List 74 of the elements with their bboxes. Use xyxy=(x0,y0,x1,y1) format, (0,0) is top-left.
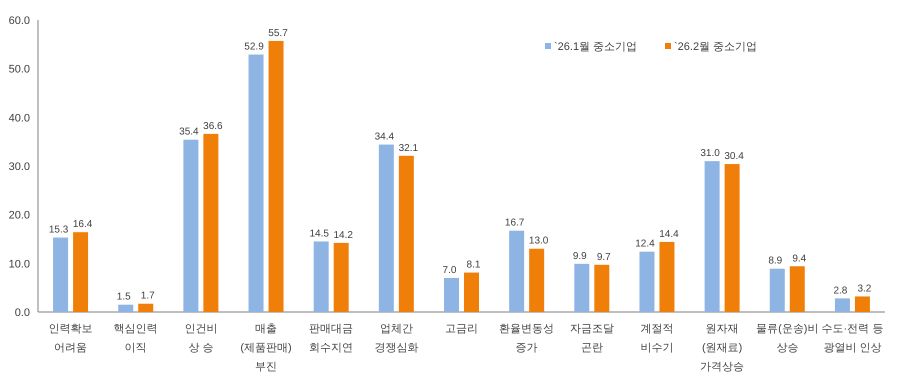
bar xyxy=(509,230,524,312)
bar xyxy=(118,304,134,312)
data-label: 14.5 xyxy=(309,228,330,240)
bar xyxy=(594,264,610,312)
y-tick-label: 10.0 xyxy=(8,258,30,270)
x-tick-label: 고금리 xyxy=(445,323,478,335)
data-label: 3.2 xyxy=(857,283,872,294)
bar xyxy=(183,140,198,312)
x-tick-label: 업체간 경쟁심화 xyxy=(374,323,418,354)
bar xyxy=(444,278,459,312)
data-label: 14.2 xyxy=(333,230,354,241)
bar xyxy=(378,144,394,312)
data-label: 9.4 xyxy=(792,253,807,264)
data-label: 7.0 xyxy=(442,264,457,276)
bar xyxy=(704,161,720,312)
x-tick-label: 자금조달 곤란 xyxy=(570,323,614,354)
bar xyxy=(314,241,329,312)
bar xyxy=(574,264,590,312)
data-label: 8.1 xyxy=(466,260,481,271)
y-tick-label: 50.0 xyxy=(8,64,30,76)
bar xyxy=(790,266,805,312)
data-label: 34.4 xyxy=(374,132,395,143)
data-label: 2.8 xyxy=(833,285,848,296)
bar xyxy=(138,304,154,312)
data-label: 55.7 xyxy=(268,28,288,39)
bar xyxy=(724,164,740,312)
data-label: 9.7 xyxy=(596,252,612,263)
bar xyxy=(854,296,870,312)
bar xyxy=(53,238,68,312)
y-tick-label: 0.0 xyxy=(14,307,30,319)
x-tick-label: 인력확보 어려움 xyxy=(48,323,93,354)
bar xyxy=(268,40,284,312)
data-label: 1.5 xyxy=(116,292,132,303)
y-tick-label: 20.0 xyxy=(8,210,30,222)
x-tick-label: 환율변동성 증가 xyxy=(499,323,554,354)
bar xyxy=(659,242,674,312)
bar xyxy=(248,54,264,312)
data-label: 8.9 xyxy=(768,256,783,267)
data-label: 35.4 xyxy=(179,126,200,138)
data-label: 30.4 xyxy=(724,151,744,162)
bar xyxy=(770,268,785,312)
bar xyxy=(834,298,850,312)
bar xyxy=(464,272,479,312)
legend-label: `26.2월 중소기업 xyxy=(674,41,758,53)
x-tick-label: 핵심인력 이직 xyxy=(114,323,158,354)
data-label: 32.1 xyxy=(398,142,419,154)
data-label: 16.7 xyxy=(504,218,525,229)
data-label: 9.9 xyxy=(572,250,588,262)
data-label: 13.0 xyxy=(528,236,549,247)
x-tick-label: 수도·전력 등 광열비 인상 xyxy=(822,323,884,354)
x-tick-label: 판매대금 회수지연 xyxy=(309,323,354,354)
x-tick-label: 계절적 비수기 xyxy=(640,323,674,354)
legend-label: `26.1월 중소기업 xyxy=(554,41,638,53)
data-label: 1.7 xyxy=(140,290,156,302)
data-label: 52.9 xyxy=(244,42,264,53)
y-tick-label: 30.0 xyxy=(8,161,30,173)
data-label: 16.4 xyxy=(72,219,93,230)
bar xyxy=(334,242,349,312)
bar xyxy=(398,156,414,312)
data-label: 15.3 xyxy=(48,224,69,236)
bar xyxy=(73,232,88,312)
y-tick-label: 40.0 xyxy=(8,112,30,124)
data-label: 36.6 xyxy=(203,120,224,132)
x-tick-label: 원자재 (원재료) 가격상승 xyxy=(700,323,744,373)
x-tick-label: 인건비 상 승 xyxy=(184,323,218,354)
bar xyxy=(639,252,654,312)
data-label: 31.0 xyxy=(700,148,720,160)
x-tick-label: 매출 (제품판매) 부진 xyxy=(240,323,292,373)
bar xyxy=(529,248,544,312)
x-tick-label: 물류(운송)비 상승 xyxy=(756,323,818,354)
data-label: 14.4 xyxy=(659,228,680,240)
data-label: 12.4 xyxy=(635,238,656,250)
y-tick-label: 60.0 xyxy=(8,15,30,27)
bar xyxy=(203,134,218,312)
